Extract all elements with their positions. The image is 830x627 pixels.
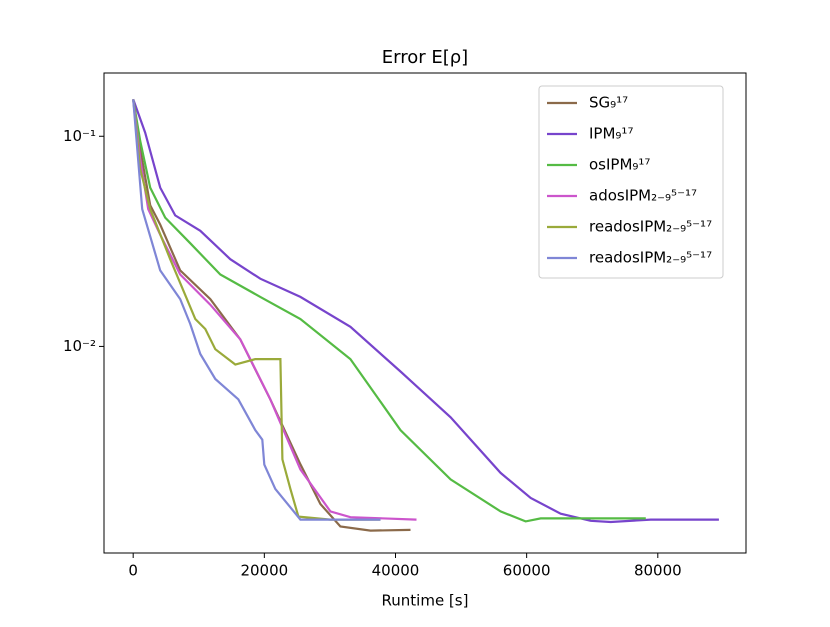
y-tick-label: 10⁻¹ — [63, 127, 96, 145]
legend-label: readosIPM₂₋₉⁵⁻¹⁷ — [589, 249, 712, 267]
legend-label: SG₉¹⁷ — [589, 94, 628, 112]
legend-label: osIPM₉¹⁷ — [589, 156, 650, 174]
x-tick-label: 60000 — [503, 562, 551, 580]
x-tick-label: 20000 — [240, 562, 288, 580]
series-line — [132, 98, 719, 524]
legend-box — [538, 85, 724, 279]
x-tick-label: 0 — [128, 562, 138, 580]
chart-title: Error E[ρ] — [382, 47, 468, 68]
series-line — [132, 99, 646, 523]
x-tick-label: 40000 — [372, 562, 420, 580]
x-tick-label: 80000 — [634, 562, 682, 580]
x-axis-label: Runtime [s] — [382, 592, 469, 610]
series-line — [132, 99, 417, 521]
legend: SG₉¹⁷ IPM₉¹⁷ osIPM₉¹⁷ adosIPM₂₋₉⁵⁻¹⁷ readosI… — [538, 85, 724, 279]
series-line — [132, 99, 381, 521]
legend-label: IPM₉¹⁷ — [589, 125, 633, 143]
series-line — [132, 99, 381, 521]
series-line — [132, 99, 411, 532]
plot-frame — [103, 72, 747, 554]
y-tick-label: 10⁻² — [63, 337, 96, 355]
legend-label: adosIPM₂₋₉⁵⁻¹⁷ — [589, 187, 697, 205]
legend-label: readosIPM₂₋₉⁵⁻¹⁷ — [589, 218, 712, 236]
